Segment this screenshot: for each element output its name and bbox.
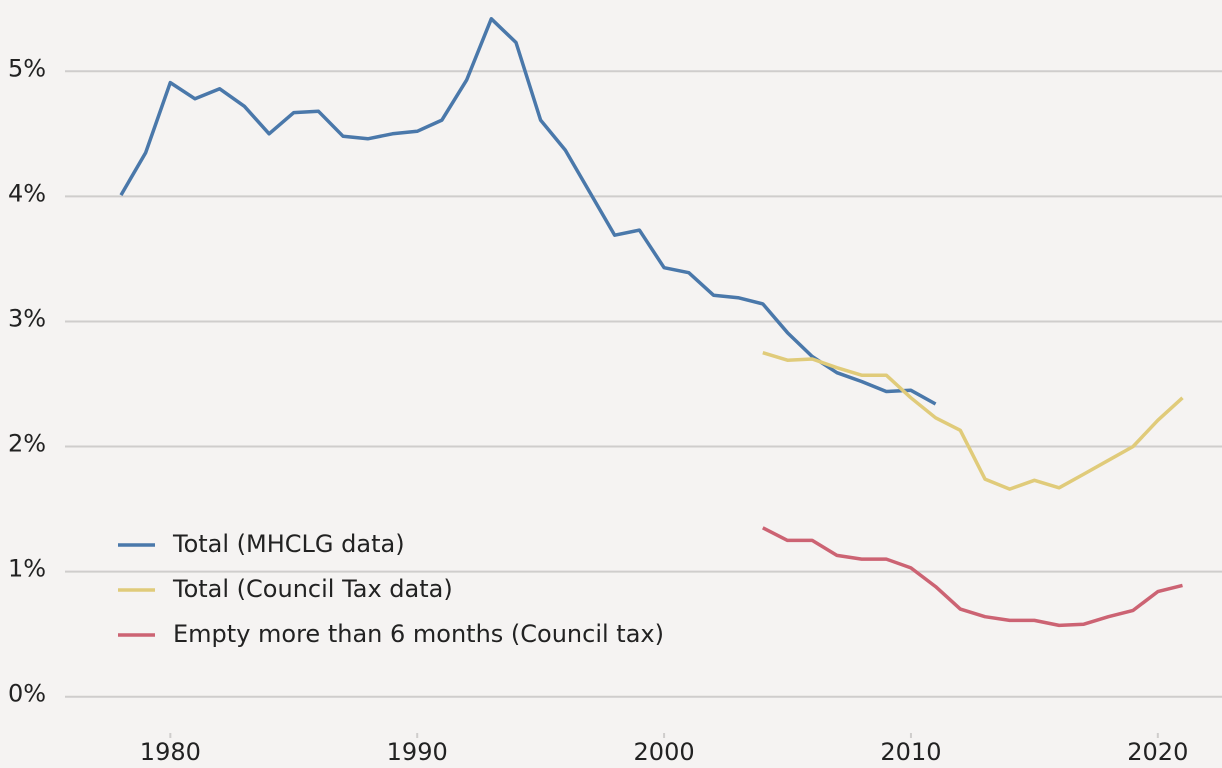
series-line: [762, 526, 1183, 628]
x-tick-label: 2020: [1127, 738, 1188, 766]
series-line: [119, 17, 937, 406]
y-tick-label: 2%: [8, 430, 46, 458]
y-tick-label: 5%: [8, 54, 46, 82]
legend-label: Total (Council Tax data): [172, 575, 453, 603]
y-tick-label: 1%: [8, 555, 46, 583]
x-tick-label: 1980: [140, 738, 201, 766]
y-tick-label: 3%: [8, 304, 46, 332]
series-line: [762, 351, 1184, 491]
legend-label: Empty more than 6 months (Council tax): [173, 620, 664, 648]
x-tick-label: 2010: [880, 738, 941, 766]
x-tick-label: 1990: [387, 738, 448, 766]
y-tick-label: 4%: [8, 179, 46, 207]
y-tick-label: 0%: [8, 680, 46, 708]
legend-label: Total (MHCLG data): [172, 530, 405, 558]
x-tick-label: 2000: [634, 738, 695, 766]
